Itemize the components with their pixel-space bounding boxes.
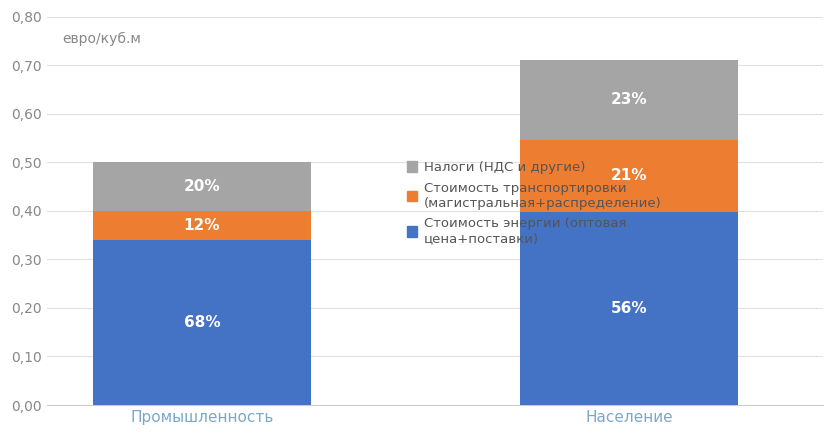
Text: 21%: 21% (610, 168, 647, 183)
Bar (520, 140, 737, 212)
Bar (93, 162, 310, 211)
Text: 23%: 23% (610, 92, 647, 107)
Bar (520, 60, 737, 140)
Text: 20%: 20% (183, 179, 220, 194)
Bar (520, 212, 737, 405)
Text: евро/куб.м: евро/куб.м (63, 32, 141, 46)
Bar (93, 211, 310, 240)
Text: 56%: 56% (610, 301, 647, 316)
Bar (93, 240, 310, 405)
Legend: Налоги (НДС и другие), Стоимость транспортировки
(магистральная+распределение), : Налоги (НДС и другие), Стоимость транспо… (403, 157, 666, 249)
Text: 12%: 12% (183, 218, 220, 233)
Text: 68%: 68% (183, 315, 220, 330)
